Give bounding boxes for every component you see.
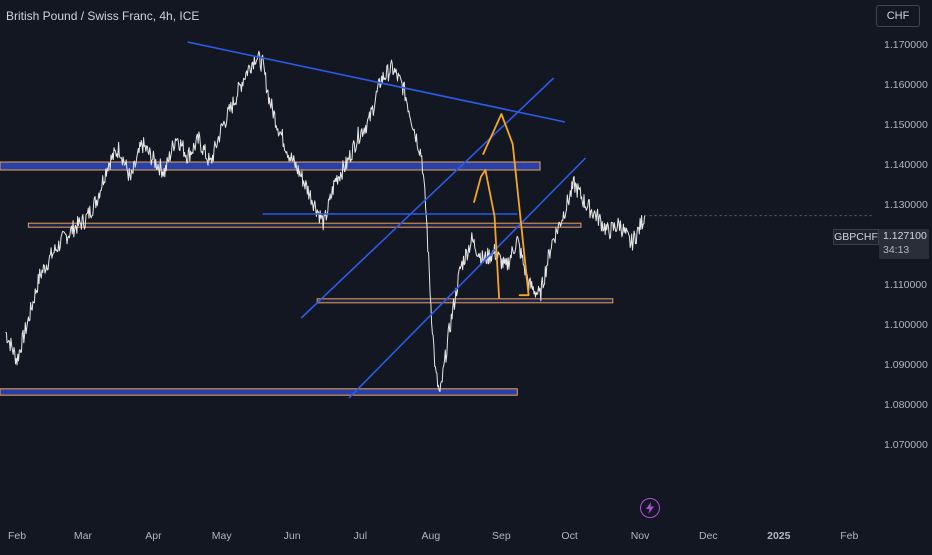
trendline-3 (348, 157, 587, 399)
price-series-line (5, 50, 646, 392)
x-tick-label: Nov (631, 530, 650, 542)
x-tick-label: Jul (354, 530, 367, 542)
zone-2 (27, 222, 582, 228)
x-tick-label: Feb (840, 530, 858, 542)
current-price: 1.127100 (883, 230, 927, 242)
flash-button[interactable] (640, 498, 660, 518)
zone-1 (0, 161, 541, 171)
projection-2 (473, 169, 501, 299)
x-tick-label: Aug (422, 530, 441, 542)
y-tick-label: 1.110000 (884, 279, 927, 291)
y-tick-label: 1.080000 (884, 399, 928, 411)
y-tick-label: 1.170000 (884, 39, 928, 51)
x-tick-label: 2025 (767, 530, 791, 542)
symbol-label: GBPCHF (833, 229, 879, 245)
y-tick-label: 1.160000 (884, 79, 928, 91)
currency-button[interactable]: CHF (876, 5, 920, 27)
y-tick-label: 1.100000 (884, 319, 928, 331)
projection-1 (482, 113, 530, 297)
x-tick-label: Mar (74, 530, 93, 542)
current-price-tag: GBPCHF 1.127100 34:13 (833, 229, 929, 259)
y-tick-label: 1.150000 (884, 119, 928, 131)
zone-3 (316, 298, 614, 304)
trendline-2 (300, 77, 555, 319)
x-tick-label: Feb (8, 530, 26, 542)
trendline-1 (187, 41, 566, 123)
x-tick-label: Oct (561, 530, 577, 542)
x-tick-label: Apr (145, 530, 162, 542)
x-tick-label: May (212, 530, 233, 542)
price-box: 1.127100 34:13 (879, 229, 929, 259)
bar-countdown: 34:13 (883, 244, 910, 256)
y-tick-label: 1.090000 (884, 359, 928, 371)
y-tick-label: 1.070000 (884, 439, 928, 451)
y-tick-label: 1.130000 (884, 199, 928, 211)
chart-title: British Pound / Swiss Franc, 4h, ICE (6, 9, 200, 23)
x-tick-label: Dec (699, 530, 718, 542)
zone-4 (0, 388, 518, 396)
flash-icon (646, 502, 654, 514)
y-tick-label: 1.140000 (884, 159, 928, 171)
x-tick-label: Jun (284, 530, 301, 542)
x-tick-label: Sep (492, 530, 511, 542)
